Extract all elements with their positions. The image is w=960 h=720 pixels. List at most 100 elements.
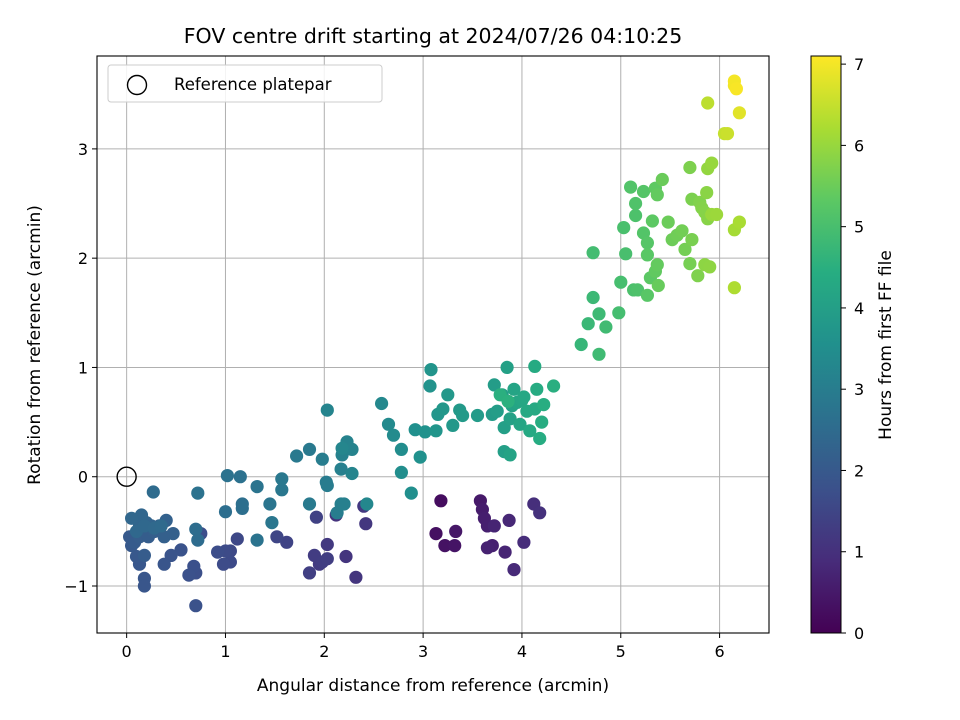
scatter-point	[629, 196, 643, 211]
scatter-point	[429, 424, 443, 438]
scatter-point	[691, 269, 705, 283]
x-tick-label: 4	[517, 642, 527, 661]
scatter-point	[394, 442, 408, 456]
scatter-point	[700, 186, 714, 200]
scatter-point	[586, 290, 600, 305]
scatter-point	[710, 207, 724, 222]
reference-marker-layer	[116, 466, 137, 487]
scatter-point	[446, 418, 460, 432]
scatter-point	[275, 483, 289, 497]
scatter-point	[470, 408, 485, 423]
scatter-point	[394, 465, 408, 479]
scatter-point	[720, 127, 735, 141]
colorbar-tick-label: 0	[854, 624, 864, 643]
scatter-points	[123, 74, 747, 613]
scatter-point	[404, 486, 418, 500]
scatter-point	[650, 188, 664, 202]
scatter-point	[500, 360, 514, 374]
scatter-point	[157, 557, 171, 571]
scatter-point	[182, 568, 196, 582]
x-tick-label: 6	[714, 642, 724, 661]
scatter-point	[189, 599, 203, 613]
scatter-point	[302, 442, 317, 456]
scatter-point	[302, 566, 317, 580]
scatter-point	[233, 470, 247, 484]
scatter-point	[270, 530, 284, 544]
y-tick-label: 0	[78, 468, 88, 487]
scatter-point	[315, 452, 329, 466]
colorbar-label: Hours from first FF file	[876, 250, 896, 440]
scatter-point	[125, 511, 139, 525]
scatter-point	[359, 517, 373, 531]
scatter-point	[335, 441, 349, 455]
scatter-point	[218, 505, 233, 519]
scatter-point	[502, 513, 516, 528]
scatter-point	[235, 497, 249, 511]
scatter-point	[216, 557, 231, 571]
scatter-point	[624, 180, 638, 194]
scatter-point	[617, 221, 631, 235]
scatter-point	[137, 579, 151, 593]
x-tick-label: 1	[220, 642, 230, 661]
scatter-point	[629, 208, 643, 223]
legend-marker-reference	[126, 74, 148, 96]
scatter-point	[517, 390, 531, 404]
scatter-point	[503, 412, 517, 426]
axis-ticks: 0 1 2 3 4 5 6 −1 0 1 2 3	[64, 140, 724, 661]
legend: Reference platepar	[107, 64, 383, 103]
scatter-point	[309, 510, 323, 524]
scatter-point	[174, 543, 188, 557]
scatter-point	[290, 449, 304, 463]
scatter-point	[701, 96, 715, 110]
scatter-point	[487, 519, 501, 533]
scatter-point	[675, 224, 689, 238]
scatter-point	[619, 247, 633, 261]
scatter-point	[705, 156, 719, 170]
scatter-point	[490, 404, 504, 418]
scatter-point	[375, 396, 389, 411]
scatter-point	[661, 215, 675, 229]
scatter-point	[250, 480, 264, 494]
scatter-point	[507, 563, 521, 577]
scatter-point	[581, 317, 595, 331]
scatter-point	[640, 248, 655, 262]
scatter-point	[436, 402, 450, 416]
legend-box	[107, 64, 383, 103]
scatter-point	[586, 246, 600, 260]
scatter-point	[320, 552, 334, 566]
colorbar: 0 1 2 3 4 5 6 7 Hours from first FF file	[810, 55, 896, 643]
scatter-point	[345, 442, 359, 456]
scatter-point	[345, 466, 359, 481]
scatter-point	[650, 258, 664, 272]
scatter-point	[533, 431, 547, 446]
scatter-point	[703, 260, 717, 274]
scatter-point	[438, 539, 452, 553]
scatter-point	[645, 214, 660, 228]
scatter-point	[424, 363, 438, 377]
scatter-point	[517, 535, 531, 549]
x-axis-label: Angular distance from reference (arcmin)	[257, 676, 609, 696]
scatter-point	[599, 320, 613, 334]
scatter-point	[302, 497, 317, 511]
scatter-point	[574, 337, 588, 352]
scatter-point	[137, 548, 151, 563]
colorbar-tick-label: 4	[854, 299, 864, 318]
scatter-point	[386, 428, 401, 442]
legend-label-reference: Reference platepar	[174, 75, 332, 94]
scatter-point	[250, 533, 264, 547]
scatter-point	[487, 378, 501, 392]
scatter-point	[729, 82, 744, 96]
colorbar-tick-label: 5	[854, 218, 864, 237]
x-tick-label: 0	[122, 642, 132, 661]
colorbar-tick-label: 1	[854, 543, 864, 562]
scatter-point	[507, 382, 521, 396]
scatter-point	[533, 506, 547, 520]
scatter-point	[275, 472, 289, 486]
scatter-point	[263, 497, 277, 511]
scatter-point	[513, 417, 527, 431]
scatter-point	[189, 522, 203, 536]
scatter-point	[146, 485, 160, 499]
reference-platepar-marker	[116, 466, 137, 487]
scatter-point	[441, 388, 455, 402]
